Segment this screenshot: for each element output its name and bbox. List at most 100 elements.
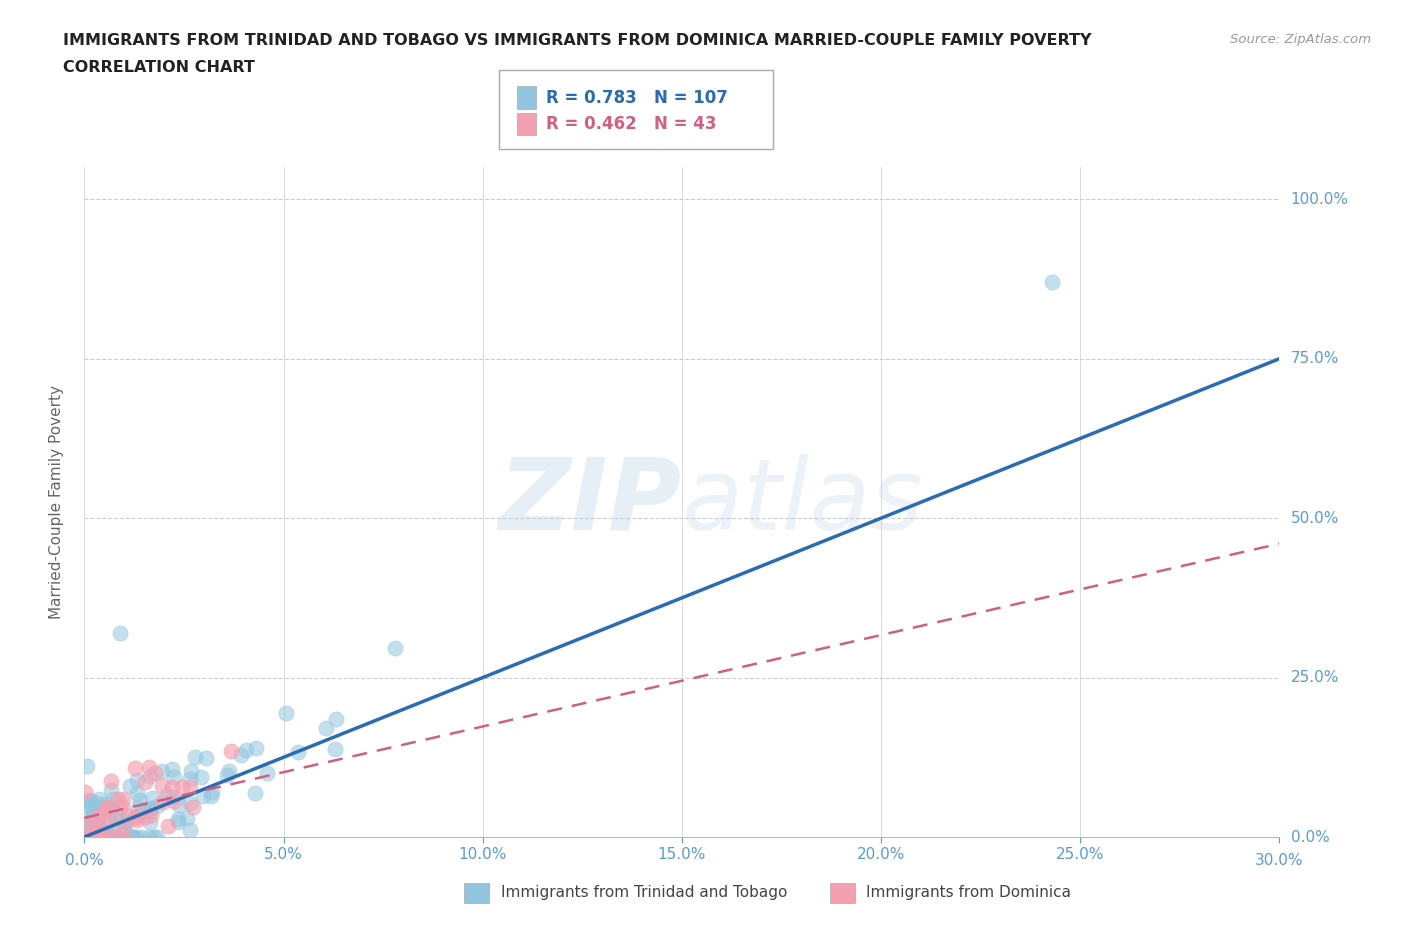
Immigrants from Trinidad and Tobago [114, 823, 136, 838]
Immigrants from Trinidad and Tobago [75, 798, 97, 813]
Immigrants from Trinidad and Tobago [127, 800, 149, 815]
Text: R = 0.462   N = 43: R = 0.462 N = 43 [546, 114, 716, 133]
Immigrants from Trinidad and Tobago [179, 795, 201, 810]
Immigrants from Dominica [87, 830, 110, 844]
Immigrants from Trinidad and Tobago [87, 791, 110, 806]
Immigrants from Trinidad and Tobago [194, 751, 217, 765]
Immigrants from Dominica [79, 829, 101, 844]
Immigrants from Trinidad and Tobago [256, 765, 278, 780]
Immigrants from Trinidad and Tobago [315, 721, 337, 736]
Immigrants from Trinidad and Tobago [84, 830, 107, 844]
Immigrants from Trinidad and Tobago [235, 743, 257, 758]
Immigrants from Trinidad and Tobago [167, 797, 190, 812]
Immigrants from Dominica [163, 794, 186, 809]
Immigrants from Trinidad and Tobago [98, 814, 121, 829]
Immigrants from Trinidad and Tobago [163, 770, 186, 785]
Immigrants from Trinidad and Tobago [176, 811, 198, 826]
Immigrants from Trinidad and Tobago [162, 761, 184, 776]
Immigrants from Dominica [87, 819, 110, 834]
Immigrants from Trinidad and Tobago [75, 830, 97, 844]
Immigrants from Trinidad and Tobago [87, 830, 110, 844]
Immigrants from Trinidad and Tobago [111, 814, 134, 829]
Immigrants from Trinidad and Tobago [143, 830, 166, 844]
Immigrants from Trinidad and Tobago [124, 810, 146, 825]
Immigrants from Trinidad and Tobago [141, 790, 163, 805]
Immigrants from Dominica [96, 830, 118, 844]
Immigrants from Dominica [160, 779, 183, 794]
Immigrants from Dominica [127, 809, 149, 824]
Text: 0.0%: 0.0% [1291, 830, 1329, 844]
Immigrants from Dominica [152, 795, 174, 810]
Immigrants from Dominica [179, 779, 201, 794]
Immigrants from Trinidad and Tobago [96, 825, 118, 840]
Immigrants from Trinidad and Tobago [129, 793, 152, 808]
Text: Source: ZipAtlas.com: Source: ZipAtlas.com [1230, 33, 1371, 46]
Immigrants from Trinidad and Tobago [86, 812, 108, 827]
Immigrants from Trinidad and Tobago [80, 830, 103, 844]
Text: IMMIGRANTS FROM TRINIDAD AND TOBAGO VS IMMIGRANTS FROM DOMINICA MARRIED-COUPLE F: IMMIGRANTS FROM TRINIDAD AND TOBAGO VS I… [63, 33, 1092, 47]
Immigrants from Trinidad and Tobago [129, 830, 152, 844]
Immigrants from Trinidad and Tobago [77, 821, 100, 836]
Immigrants from Trinidad and Tobago [141, 800, 163, 815]
Immigrants from Trinidad and Tobago [73, 830, 96, 844]
Immigrants from Trinidad and Tobago [105, 811, 128, 826]
Text: ZIP: ZIP [499, 454, 682, 551]
Immigrants from Dominica [111, 830, 134, 844]
Immigrants from Trinidad and Tobago [100, 783, 122, 798]
Immigrants from Trinidad and Tobago [125, 830, 148, 844]
Immigrants from Dominica [157, 818, 180, 833]
Immigrants from Trinidad and Tobago [98, 827, 121, 842]
Immigrants from Trinidad and Tobago [100, 800, 122, 815]
Immigrants from Trinidad and Tobago [167, 814, 190, 829]
Immigrants from Dominica [111, 791, 134, 806]
Immigrants from Dominica [76, 816, 98, 830]
Immigrants from Trinidad and Tobago [82, 804, 104, 819]
Immigrants from Trinidad and Tobago [191, 789, 214, 804]
Immigrants from Trinidad and Tobago [84, 799, 107, 814]
Y-axis label: Married-Couple Family Poverty: Married-Couple Family Poverty [49, 385, 63, 619]
Immigrants from Trinidad and Tobago [101, 791, 124, 806]
Immigrants from Trinidad and Tobago [87, 830, 110, 844]
Immigrants from Trinidad and Tobago [167, 811, 190, 826]
Immigrants from Trinidad and Tobago [243, 786, 266, 801]
Immigrants from Dominica [107, 791, 129, 806]
Immigrants from Trinidad and Tobago [122, 830, 145, 844]
Immigrants from Trinidad and Tobago [83, 806, 105, 821]
Immigrants from Trinidad and Tobago [105, 830, 128, 844]
Immigrants from Trinidad and Tobago [80, 810, 103, 825]
Immigrants from Trinidad and Tobago [79, 792, 101, 807]
Immigrants from Trinidad and Tobago [76, 830, 98, 844]
Immigrants from Trinidad and Tobago [146, 830, 169, 844]
Immigrants from Trinidad and Tobago [215, 768, 238, 783]
Immigrants from Dominica [117, 807, 139, 822]
Immigrants from Dominica [77, 830, 100, 844]
Immigrants from Trinidad and Tobago [101, 830, 124, 844]
Immigrants from Trinidad and Tobago [384, 641, 406, 656]
Immigrants from Trinidad and Tobago [132, 803, 155, 817]
Immigrants from Trinidad and Tobago [183, 750, 205, 764]
Immigrants from Dominica [181, 800, 204, 815]
Immigrants from Dominica [143, 766, 166, 781]
Immigrants from Trinidad and Tobago [162, 790, 184, 804]
Immigrants from Trinidad and Tobago [76, 759, 98, 774]
Immigrants from Dominica [84, 822, 107, 837]
Immigrants from Trinidad and Tobago [229, 748, 252, 763]
Immigrants from Trinidad and Tobago [245, 741, 267, 756]
Immigrants from Dominica [111, 821, 134, 836]
Immigrants from Trinidad and Tobago [125, 773, 148, 788]
Immigrants from Trinidad and Tobago [79, 796, 101, 811]
Immigrants from Trinidad and Tobago [112, 819, 135, 834]
Immigrants from Dominica [100, 774, 122, 789]
Immigrants from Trinidad and Tobago [82, 813, 104, 828]
Immigrants from Dominica [73, 785, 96, 800]
Immigrants from Dominica [111, 799, 134, 814]
Text: 30.0%: 30.0% [1256, 853, 1303, 868]
Immigrants from Trinidad and Tobago [180, 764, 202, 778]
Immigrants from Trinidad and Tobago [108, 800, 131, 815]
Immigrants from Trinidad and Tobago [77, 830, 100, 844]
Immigrants from Trinidad and Tobago [77, 794, 100, 809]
Immigrants from Dominica [96, 800, 118, 815]
Immigrants from Trinidad and Tobago [190, 770, 212, 785]
Immigrants from Trinidad and Tobago [287, 744, 309, 759]
Immigrants from Trinidad and Tobago [325, 711, 347, 726]
